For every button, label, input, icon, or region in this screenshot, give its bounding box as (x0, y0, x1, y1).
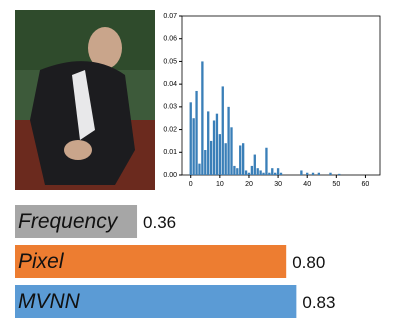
bar (317, 172, 321, 175)
bar (276, 168, 280, 175)
x-tick-label: 10 (216, 181, 224, 188)
bar (204, 150, 207, 175)
bar (241, 143, 245, 175)
bar (259, 170, 262, 175)
bar (224, 143, 227, 175)
bar (201, 61, 204, 175)
y-tick-label: 0.03 (163, 104, 177, 111)
bar (212, 120, 216, 175)
y-tick-label: 0.07 (163, 13, 177, 20)
bar (15, 245, 287, 278)
y-tick-label: 0.05 (163, 58, 177, 65)
bar (195, 90, 198, 175)
x-tick-label: 20 (245, 181, 253, 188)
x-tick-label: 30 (274, 181, 282, 188)
bar (192, 118, 195, 175)
bar (189, 102, 192, 175)
bar (15, 205, 138, 238)
bar-label: Pixel (18, 250, 65, 273)
value-label: 0.80 (292, 253, 325, 272)
bar-label: Frequency (18, 210, 119, 233)
x-tick-label: 0 (189, 181, 193, 188)
bar (233, 165, 236, 175)
bar (329, 172, 332, 175)
bar (236, 168, 239, 175)
bar (268, 172, 271, 175)
bar (221, 86, 224, 175)
bar-label: MVNN (18, 290, 81, 313)
bar (271, 168, 274, 175)
bar (207, 111, 210, 175)
value-label: 0.83 (302, 293, 335, 312)
bar (256, 168, 259, 175)
bar (279, 172, 283, 175)
y-tick-label: 0.06 (163, 36, 177, 43)
y-tick-label: 0.00 (163, 172, 177, 179)
photo (15, 10, 155, 190)
bar (209, 140, 213, 175)
bar (15, 285, 297, 318)
bar (306, 172, 309, 175)
bar (265, 147, 268, 175)
bar (300, 170, 303, 175)
bar (311, 172, 315, 175)
bar (262, 172, 265, 175)
bar (244, 170, 248, 175)
bar (218, 134, 222, 175)
bar (338, 173, 341, 175)
bar (230, 127, 233, 175)
bar (198, 163, 201, 175)
bar (239, 145, 242, 175)
bar (247, 172, 251, 175)
bar (274, 172, 277, 175)
x-tick-label: 50 (332, 181, 340, 188)
bar (253, 154, 256, 175)
bar (215, 113, 219, 175)
x-tick-label: 40 (303, 181, 311, 188)
x-tick-label: 60 (362, 181, 370, 188)
value-label: 0.36 (143, 213, 176, 232)
y-tick-label: 0.04 (163, 81, 177, 88)
y-tick-label: 0.02 (163, 126, 177, 133)
bar (227, 106, 230, 175)
bar (250, 165, 254, 175)
y-tick-label: 0.01 (163, 149, 177, 156)
